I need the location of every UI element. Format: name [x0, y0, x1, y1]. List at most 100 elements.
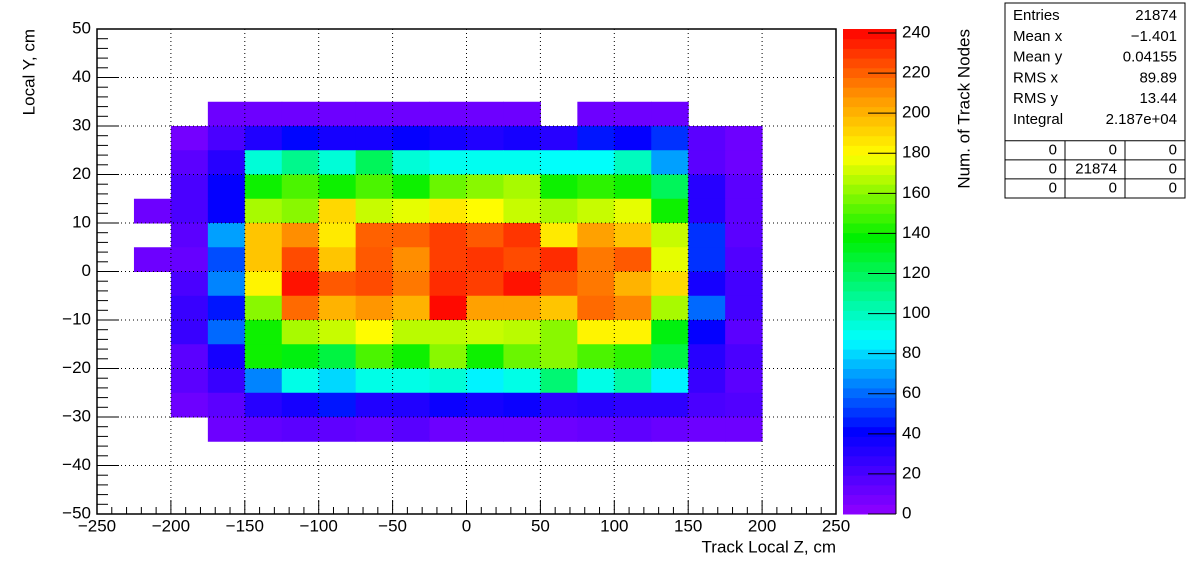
stats-frame — [1004, 2, 1186, 199]
heat-cell — [392, 320, 431, 345]
y-tick-label: −20 — [62, 358, 91, 377]
heat-cell — [614, 295, 652, 321]
plot-frame — [96, 28, 837, 515]
colorbar-tick-label: 200 — [902, 103, 930, 122]
colorbar-tick-label: 180 — [902, 143, 930, 162]
heat-cell — [318, 223, 357, 248]
heat-cell — [651, 101, 689, 127]
heat-cell — [651, 223, 689, 248]
heat-cell — [540, 247, 578, 272]
heat-cell — [244, 174, 283, 200]
heat-cell — [725, 198, 763, 224]
heat-cell — [725, 417, 763, 442]
colorbar-step — [843, 174, 896, 185]
stats-label: Entries — [1013, 7, 1060, 24]
heat-cell — [466, 295, 504, 321]
heat-cell — [392, 247, 431, 272]
heat-cell — [318, 198, 357, 224]
heat-cell — [281, 344, 320, 369]
heat-cell — [725, 320, 763, 345]
colorbar-step — [843, 320, 896, 331]
heat-cell — [577, 271, 615, 297]
heat-cell — [318, 271, 357, 297]
stats-value: 89.89 — [1139, 69, 1177, 86]
heat-cell — [244, 223, 283, 248]
heat-cell — [503, 101, 541, 127]
heat-cell — [725, 126, 763, 151]
colorbar-tick-label: 40 — [902, 423, 921, 442]
colorbar-tick-label: 100 — [902, 303, 930, 322]
heat-cell — [540, 368, 578, 394]
y-tick-label: −40 — [62, 455, 91, 474]
colorbar-step — [843, 339, 896, 350]
heat-cell — [244, 392, 283, 418]
colorbar-step — [843, 126, 896, 137]
heat-cell — [355, 271, 394, 297]
table-cell: 0 — [1049, 179, 1057, 196]
x-tick-label: −150 — [226, 516, 264, 535]
heat-cell — [651, 368, 689, 394]
heat-cell — [540, 223, 578, 248]
heat-cell — [503, 392, 541, 418]
colorbar-step — [843, 494, 896, 505]
heat-cell — [614, 392, 652, 418]
cells — [133, 101, 763, 442]
heat-cell — [392, 368, 431, 394]
heat-cell — [429, 247, 467, 272]
heat-cell — [466, 271, 504, 297]
heat-cell — [577, 247, 615, 272]
y-tick-label: 50 — [72, 18, 91, 37]
heat-cell — [318, 126, 357, 151]
colorbar-step — [843, 29, 896, 40]
x-tick-label: 150 — [674, 516, 702, 535]
stats-label: RMS y — [1013, 90, 1059, 107]
colorbar-step — [843, 484, 896, 496]
heat-cell — [244, 417, 283, 442]
heat-cell — [244, 126, 283, 151]
heat-cell — [688, 295, 726, 321]
heat-cell — [503, 198, 541, 224]
heat-cell — [281, 126, 320, 151]
colorbar-step — [843, 184, 896, 195]
heat-cell — [355, 417, 394, 442]
stats-value: 0.04155 — [1123, 49, 1177, 66]
heat-cell — [133, 198, 172, 224]
x-tick-label: −50 — [378, 516, 407, 535]
heat-cell — [614, 247, 652, 272]
heat-cell — [503, 247, 541, 272]
heat-cell — [170, 174, 209, 200]
heat-cell — [392, 126, 431, 151]
heat-cell — [207, 368, 246, 394]
x-tick-label: −200 — [152, 516, 190, 535]
heat-cell — [429, 417, 467, 442]
heat-cell — [688, 247, 726, 272]
stats-value: 13.44 — [1139, 90, 1177, 107]
heat-cell — [281, 150, 320, 175]
heat-cell — [725, 295, 763, 321]
y-tick-label: 20 — [72, 164, 91, 183]
colorbar-tick-label: 60 — [902, 383, 921, 402]
heat-cell — [170, 198, 209, 224]
stats-value: −1.401 — [1131, 28, 1177, 45]
table-cell: 0 — [1049, 141, 1057, 158]
heat-cell — [281, 174, 320, 200]
heat-cell — [540, 198, 578, 224]
colorbar-step — [843, 387, 896, 399]
y-tick-label: −10 — [62, 309, 91, 328]
heat-cell — [429, 223, 467, 248]
heat-cell — [318, 295, 357, 321]
heat-cell — [392, 101, 431, 127]
heat-cell — [614, 101, 652, 127]
heat-cell — [688, 150, 726, 175]
colorbar-step — [843, 116, 896, 127]
heat-cell — [392, 150, 431, 175]
heat-cell — [429, 126, 467, 151]
colorbar-step — [843, 48, 896, 59]
colorbar-tick-label: 20 — [902, 463, 921, 482]
heat-cell — [355, 320, 394, 345]
heat-cell — [170, 344, 209, 369]
heat-cell — [725, 174, 763, 200]
heat-cell — [392, 392, 431, 418]
colorbar-tick-label: 120 — [902, 263, 930, 282]
heat-cell — [651, 392, 689, 418]
